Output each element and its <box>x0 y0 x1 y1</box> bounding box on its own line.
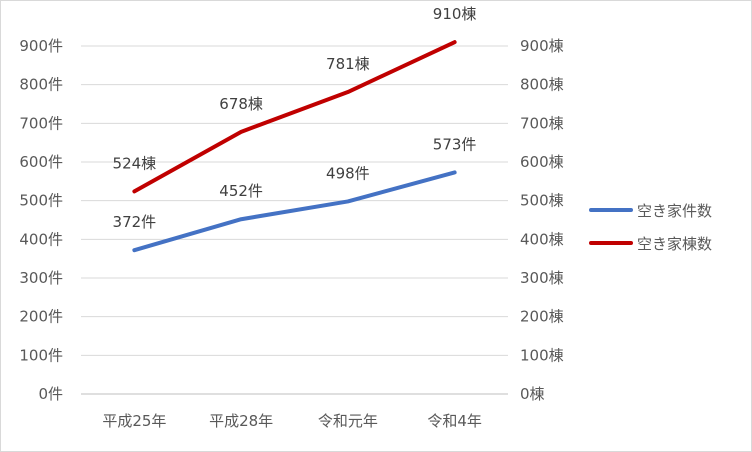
data-labels: 372件 452件 498件 573件 524棟 678棟 781棟 910棟 <box>113 5 477 231</box>
x-axis: 平成25年 平成28年 令和元年 令和4年 <box>102 412 482 430</box>
y-right-tick-label: 100棟 <box>520 346 564 364</box>
y-right-tick-label: 500棟 <box>520 192 564 210</box>
y-right-tick-label: 0棟 <box>520 385 545 403</box>
y-left-tick-label: 600件 <box>19 153 63 171</box>
y-left-tick-label: 300件 <box>19 269 63 287</box>
data-label: 524棟 <box>113 154 157 172</box>
data-label: 372件 <box>113 213 157 231</box>
legend-label: 空き家棟数 <box>637 235 712 253</box>
y-axis-left: 0件 100件 200件 300件 400件 500件 600件 700件 800件 900件 <box>19 37 63 403</box>
y-right-tick-label: 800棟 <box>520 76 564 94</box>
y-left-tick-label: 0件 <box>38 385 63 403</box>
y-left-tick-label: 900件 <box>19 37 63 55</box>
y-right-tick-label: 600棟 <box>520 153 564 171</box>
data-label: 678棟 <box>219 95 263 113</box>
y-right-tick-label: 400棟 <box>520 230 564 248</box>
y-axis-right: 0棟 100棟 200棟 300棟 400棟 500棟 600棟 700棟 800棟 900棟 <box>520 37 564 403</box>
data-label: 910棟 <box>433 5 477 23</box>
y-right-tick-label: 300棟 <box>520 269 564 287</box>
series-lines <box>132 40 457 253</box>
data-label: 498件 <box>326 164 370 182</box>
data-label: 573件 <box>433 135 477 153</box>
x-tick-label: 平成28年 <box>209 412 273 430</box>
y-left-tick-label: 200件 <box>19 308 63 326</box>
y-left-tick-label: 500件 <box>19 192 63 210</box>
y-left-tick-label: 100件 <box>19 346 63 364</box>
series-line <box>132 170 457 253</box>
legend-label: 空き家件数 <box>637 202 712 220</box>
x-tick-label: 令和元年 <box>318 412 378 430</box>
gridlines <box>81 45 508 395</box>
y-right-tick-label: 700棟 <box>520 114 564 132</box>
y-left-tick-label: 800件 <box>19 76 63 94</box>
y-right-tick-label: 900棟 <box>520 37 564 55</box>
data-label: 452件 <box>219 182 263 200</box>
y-left-tick-label: 700件 <box>19 114 63 132</box>
y-right-tick-label: 200棟 <box>520 308 564 326</box>
x-tick-label: 平成25年 <box>102 412 166 430</box>
y-left-tick-label: 400件 <box>19 230 63 248</box>
data-label: 781棟 <box>326 55 370 73</box>
series-line <box>132 40 457 194</box>
x-tick-label: 令和4年 <box>427 412 482 430</box>
